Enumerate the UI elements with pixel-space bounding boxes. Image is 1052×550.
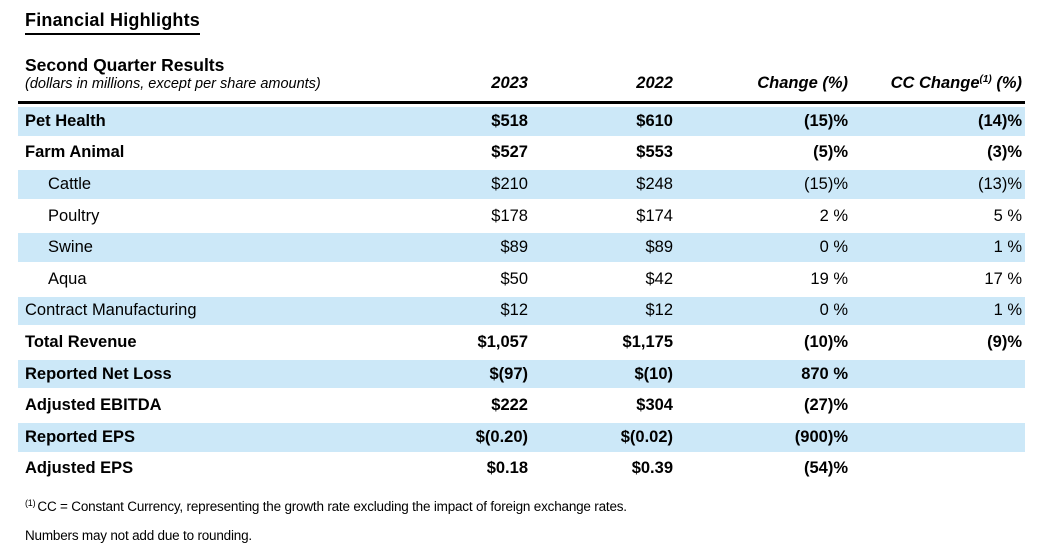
value-2023: $(0.20) bbox=[378, 422, 528, 452]
value-2023: $(97) bbox=[378, 359, 528, 389]
value-cc-change bbox=[848, 455, 1025, 484]
value-2023: $178 bbox=[491, 206, 528, 225]
table-row: Swine $89 $89 0 % 1 % bbox=[18, 233, 1025, 262]
table-header: Second Quarter Results (dollars in milli… bbox=[18, 55, 1025, 104]
value-2023: $527 bbox=[491, 143, 528, 162]
row-label: Reported EPS bbox=[18, 422, 378, 452]
row-label: Adjusted EPS bbox=[25, 459, 134, 478]
value-change: 2 % bbox=[819, 206, 848, 225]
value-2022: $304 bbox=[636, 396, 673, 415]
row-label: Cattle bbox=[18, 170, 378, 199]
value-2023: $12 bbox=[378, 296, 528, 326]
value-2022: $(0.02) bbox=[528, 422, 673, 452]
value-change: (5)% bbox=[813, 143, 848, 162]
table-header-label-cell: Second Quarter Results (dollars in milli… bbox=[18, 55, 378, 104]
cc-change-unit: (%) bbox=[991, 74, 1022, 92]
value-2022: $610 bbox=[528, 107, 673, 136]
value-cc-change bbox=[848, 391, 1025, 420]
footnote-cc-definition: (1) CC = Constant Currency, representing … bbox=[25, 499, 1052, 515]
value-2023: $0.18 bbox=[486, 459, 528, 478]
row-label: Swine bbox=[18, 233, 378, 262]
value-cc-change bbox=[848, 359, 1025, 389]
row-label: Adjusted EBITDA bbox=[25, 396, 162, 415]
value-cc-change: 17 % bbox=[984, 269, 1022, 288]
value-2023: $1,057 bbox=[477, 332, 528, 351]
row-label: Total Revenue bbox=[25, 332, 137, 351]
column-header-2022: 2022 bbox=[528, 55, 673, 104]
row-label: Poultry bbox=[48, 206, 100, 225]
row-label: Reported Net Loss bbox=[18, 359, 378, 389]
row-label: Aqua bbox=[48, 269, 87, 288]
value-cc-change: (9)% bbox=[987, 332, 1022, 351]
value-2022: $0.39 bbox=[631, 459, 673, 478]
footnotes: (1) CC = Constant Currency, representing … bbox=[25, 499, 1052, 544]
table-row: Pet Health $518 $610 (15)% (14)% bbox=[18, 107, 1025, 136]
value-2022: $1,175 bbox=[622, 332, 673, 351]
value-cc-change: 5 % bbox=[993, 206, 1022, 225]
financial-highlights-table: Second Quarter Results (dollars in milli… bbox=[18, 52, 1025, 486]
page-title: Financial Highlights bbox=[25, 10, 201, 35]
value-change: 0 % bbox=[673, 296, 848, 326]
table-header-row: Second Quarter Results (dollars in milli… bbox=[18, 55, 1025, 104]
table-body: Pet Health $518 $610 (15)% (14)% Farm An… bbox=[18, 107, 1025, 483]
value-2022: $553 bbox=[636, 143, 673, 162]
value-2022: $248 bbox=[528, 170, 673, 199]
value-cc-change bbox=[848, 422, 1025, 452]
table-row: Adjusted EPS $0.18 $0.39 (54)% bbox=[18, 455, 1025, 484]
value-2022: $174 bbox=[636, 206, 673, 225]
table-row: Poultry $178 $174 2 % 5 % bbox=[18, 202, 1025, 231]
value-2022: $89 bbox=[528, 233, 673, 262]
row-label: Pet Health bbox=[18, 107, 378, 136]
value-change: (27)% bbox=[803, 396, 848, 415]
value-2022: $12 bbox=[528, 296, 673, 326]
value-2023: $89 bbox=[378, 233, 528, 262]
value-change: 0 % bbox=[673, 233, 848, 262]
value-2023: $210 bbox=[378, 170, 528, 199]
column-header-change: Change (%) bbox=[673, 55, 848, 104]
table-row: Total Revenue $1,057 $1,175 (10)% (9)% bbox=[18, 328, 1025, 357]
value-2022: $(10) bbox=[528, 359, 673, 389]
table-row: Reported EPS $(0.20) $(0.02) (900)% bbox=[18, 422, 1025, 452]
table-row: Aqua $50 $42 19 % 17 % bbox=[18, 265, 1025, 294]
value-change: 870 % bbox=[673, 359, 848, 389]
row-label: Farm Animal bbox=[25, 143, 125, 162]
value-2022: $42 bbox=[645, 269, 673, 288]
value-cc-change: 1 % bbox=[848, 233, 1025, 262]
value-change: (10)% bbox=[803, 332, 848, 351]
value-change: 19 % bbox=[810, 269, 848, 288]
footnote-rounding: Numbers may not add due to rounding. bbox=[25, 528, 252, 544]
table-row: Contract Manufacturing $12 $12 0 % 1 % bbox=[18, 296, 1025, 326]
value-2023: $222 bbox=[491, 396, 528, 415]
footnote-marker: (1) bbox=[25, 498, 36, 509]
value-change: (15)% bbox=[673, 107, 848, 136]
value-2023: $50 bbox=[500, 269, 528, 288]
column-header-2023: 2023 bbox=[378, 55, 528, 104]
value-change: (54)% bbox=[803, 459, 848, 478]
value-change: (900)% bbox=[673, 422, 848, 452]
table-title: Second Quarter Results bbox=[25, 55, 225, 75]
value-cc-change: 1 % bbox=[848, 296, 1025, 326]
table-row: Reported Net Loss $(97) $(10) 870 % bbox=[18, 359, 1025, 389]
value-cc-change: (3)% bbox=[987, 143, 1022, 162]
value-2023: $518 bbox=[378, 107, 528, 136]
table-subtitle: (dollars in millions, except per share a… bbox=[25, 76, 321, 92]
footnote-cc-text: CC = Constant Currency, representing the… bbox=[37, 499, 627, 515]
column-header-cc-change: CC Change(1) (%) bbox=[848, 55, 1025, 104]
value-cc-change: (14)% bbox=[848, 107, 1025, 136]
cc-change-footnote-marker: (1) bbox=[979, 74, 992, 85]
value-cc-change: (13)% bbox=[848, 170, 1025, 199]
table-row: Adjusted EBITDA $222 $304 (27)% bbox=[18, 391, 1025, 420]
cc-change-label: CC Change bbox=[890, 74, 980, 92]
table-row: Cattle $210 $248 (15)% (13)% bbox=[18, 170, 1025, 199]
row-label: Contract Manufacturing bbox=[18, 296, 378, 326]
value-change: (15)% bbox=[673, 170, 848, 199]
table-row: Farm Animal $527 $553 (5)% (3)% bbox=[18, 139, 1025, 168]
